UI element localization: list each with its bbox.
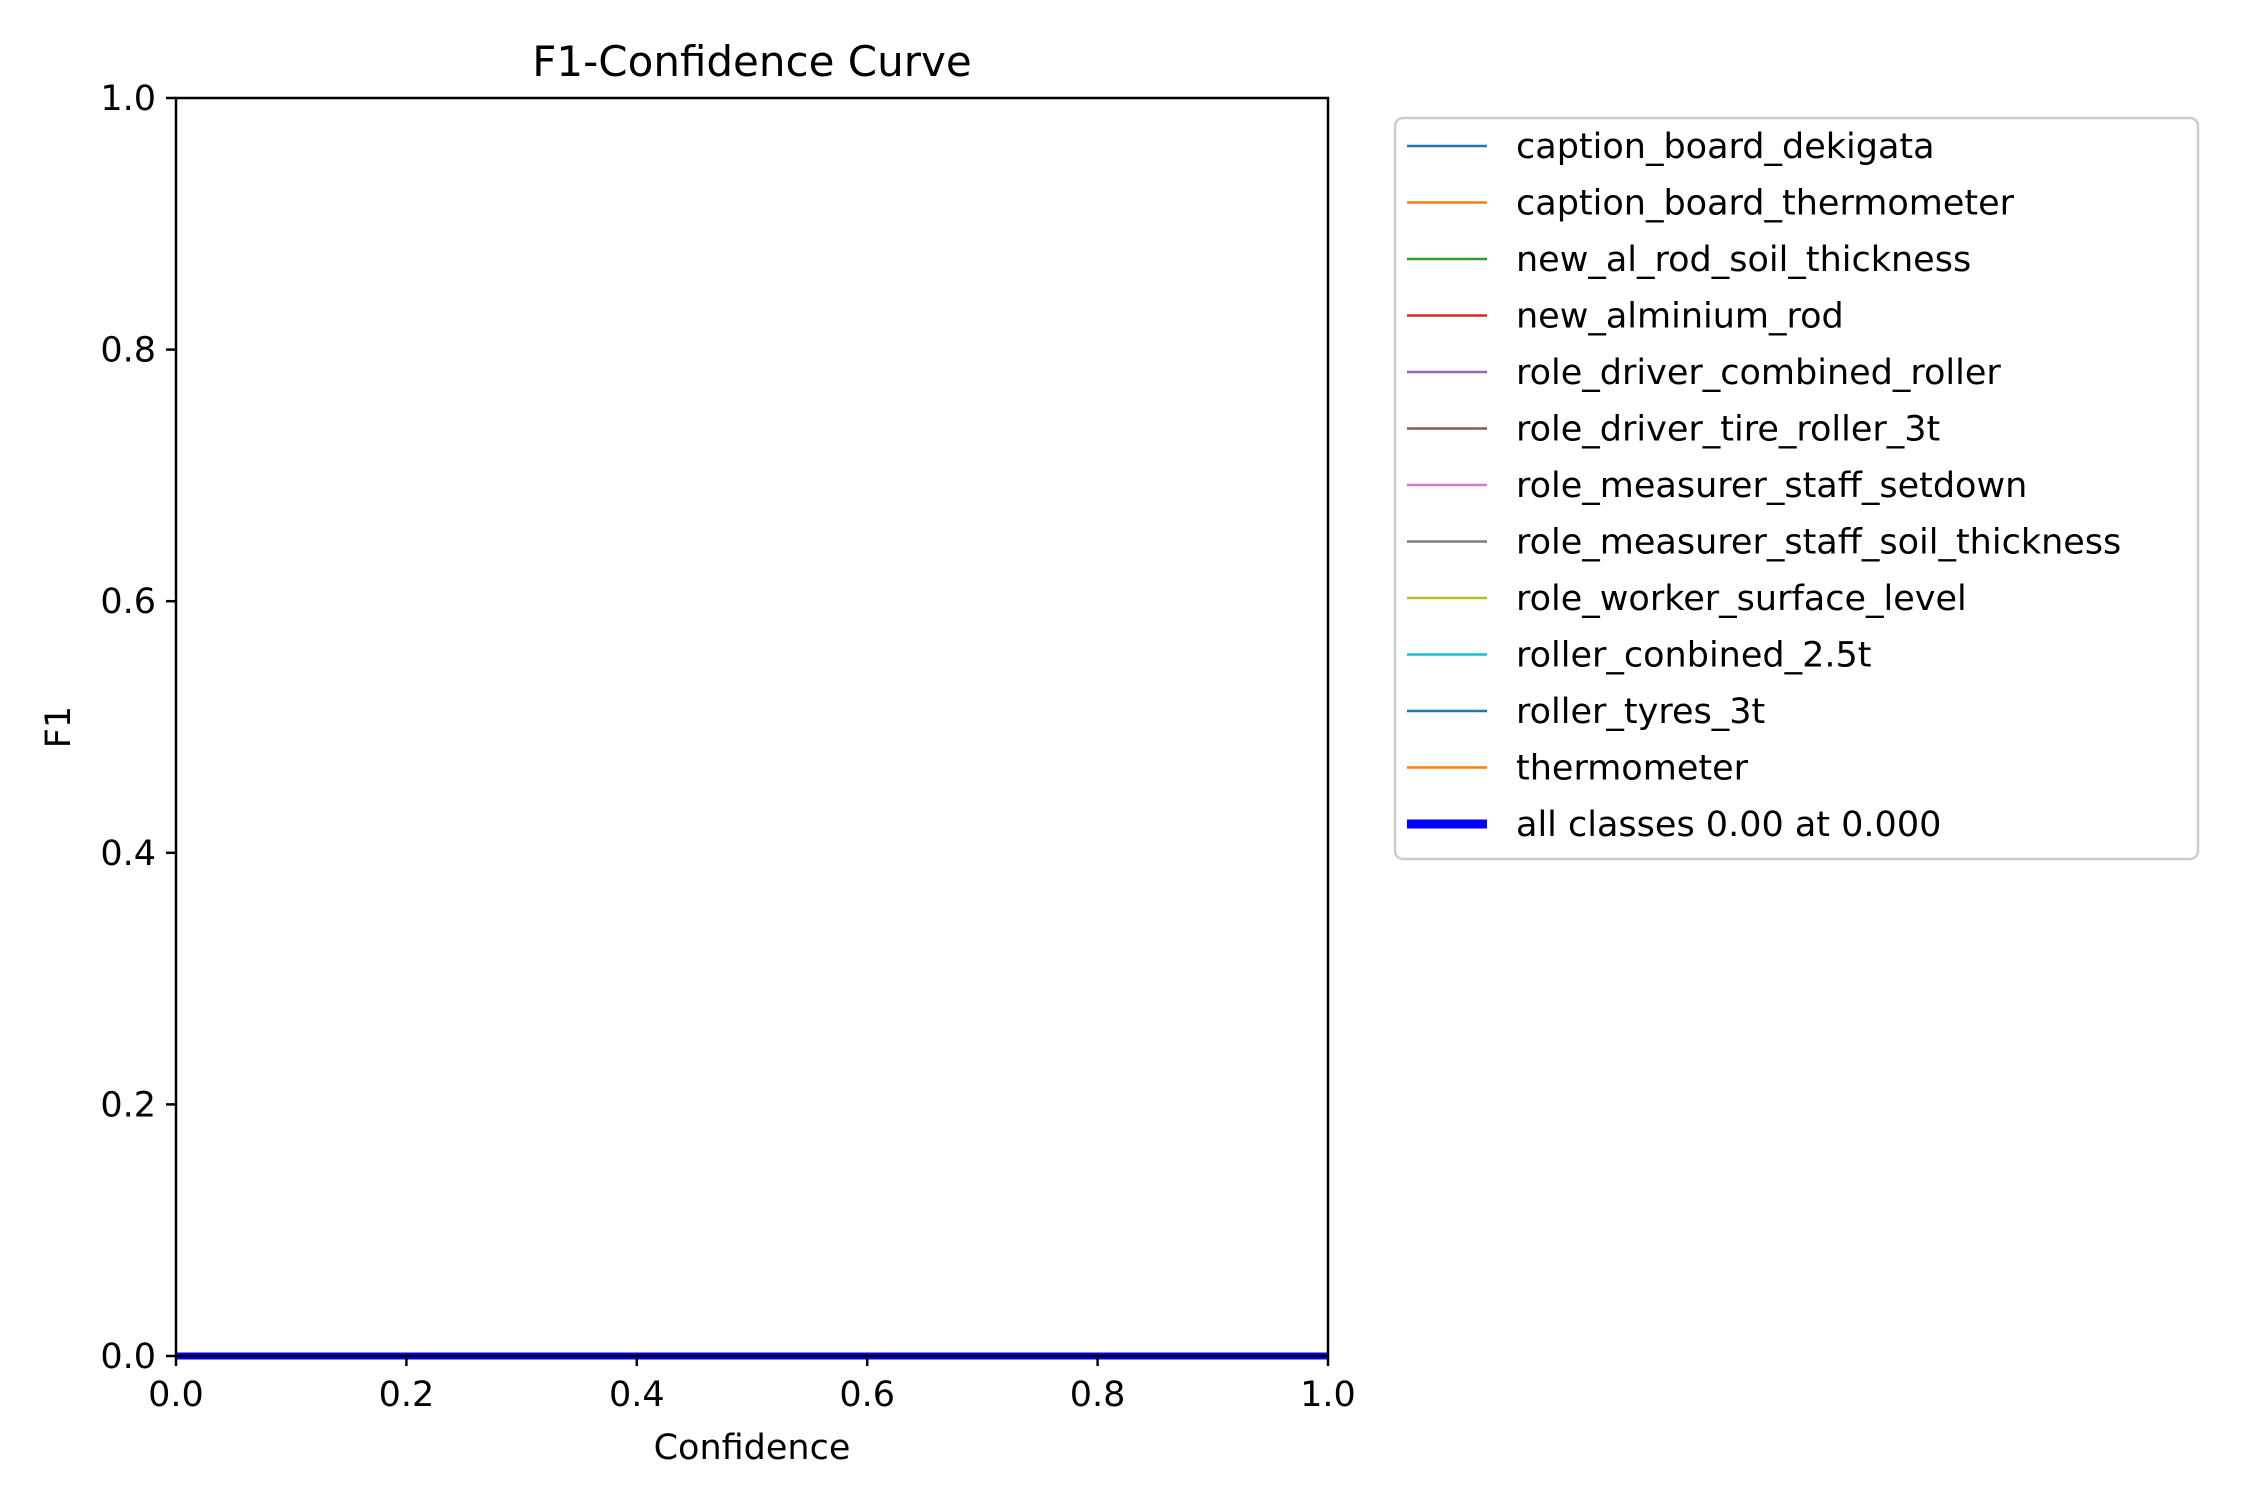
legend-label: new_alminium_rod <box>1516 297 1844 337</box>
y-axis-title: F1 <box>39 706 79 748</box>
chart-title: F1-Confidence Curve <box>532 37 971 86</box>
legend-label: roller_conbined_2.5t <box>1516 636 1872 676</box>
legend-label: caption_board_dekigata <box>1516 127 1935 167</box>
x-axis: 0.0 0.2 0.4 0.6 0.8 1.0 <box>148 1356 1356 1415</box>
x-tick-label: 1.0 <box>1300 1375 1356 1415</box>
legend-label: role_measurer_staff_soil_thickness <box>1516 523 2121 563</box>
plot-area-frame <box>174 96 1330 1358</box>
y-tick-label: 0.4 <box>100 834 156 874</box>
legend-item: all classes 0.00 at 0.000 <box>1407 805 1941 845</box>
x-tick-label: 0.8 <box>1070 1375 1126 1415</box>
legend-item: roller_conbined_2.5t <box>1407 636 1872 676</box>
y-tick-label: 0.8 <box>100 331 156 371</box>
y-axis: 0.0 0.2 0.4 0.6 0.8 1.0 <box>100 79 176 1377</box>
legend-item: caption_board_dekigata <box>1407 127 1935 167</box>
legend: caption_board_dekigata caption_board_ther… <box>1393 116 2200 861</box>
legend-label: new_al_rod_soil_thickness <box>1516 240 1971 280</box>
legend-label: role_measurer_staff_setdown <box>1516 466 2027 506</box>
y-tick-label: 0.0 <box>100 1337 156 1377</box>
legend-label: thermometer <box>1516 749 1749 789</box>
legend-item: new_alminium_rod <box>1407 297 1844 337</box>
legend-items: caption_board_dekigata caption_board_ther… <box>1407 127 2121 845</box>
y-tick-label: 0.6 <box>100 582 156 622</box>
legend-label: roller_tyres_3t <box>1516 692 1765 732</box>
legend-label: role_driver_tire_roller_3t <box>1516 410 1940 450</box>
legend-item: thermometer <box>1407 749 1749 789</box>
legend-label: role_worker_surface_level <box>1516 579 1967 619</box>
legend-item: role_worker_surface_level <box>1407 579 1967 619</box>
legend-item: role_driver_tire_roller_3t <box>1407 410 1940 450</box>
x-tick-label: 0.2 <box>379 1375 435 1415</box>
legend-item: roller_tyres_3t <box>1407 692 1765 732</box>
legend-item: role_driver_combined_roller <box>1407 353 2001 393</box>
legend-item: caption_board_thermometer <box>1407 184 2015 224</box>
legend-item: role_measurer_staff_soil_thickness <box>1407 523 2121 563</box>
y-tick-label: 1.0 <box>100 79 156 119</box>
x-tick-label: 0.6 <box>839 1375 895 1415</box>
legend-label: caption_board_thermometer <box>1516 184 2015 224</box>
y-tick-label: 0.2 <box>100 1085 156 1125</box>
legend-frame <box>1393 116 2200 861</box>
x-axis-title: Confidence <box>654 1428 851 1468</box>
legend-item: role_measurer_staff_setdown <box>1407 466 2027 506</box>
x-tick-label: 0.0 <box>148 1375 204 1415</box>
legend-label: role_driver_combined_roller <box>1516 353 2001 393</box>
x-tick-label: 0.4 <box>609 1375 665 1415</box>
legend-label: all classes 0.00 at 0.000 <box>1516 805 1941 845</box>
legend-item: new_al_rod_soil_thickness <box>1407 240 1971 280</box>
